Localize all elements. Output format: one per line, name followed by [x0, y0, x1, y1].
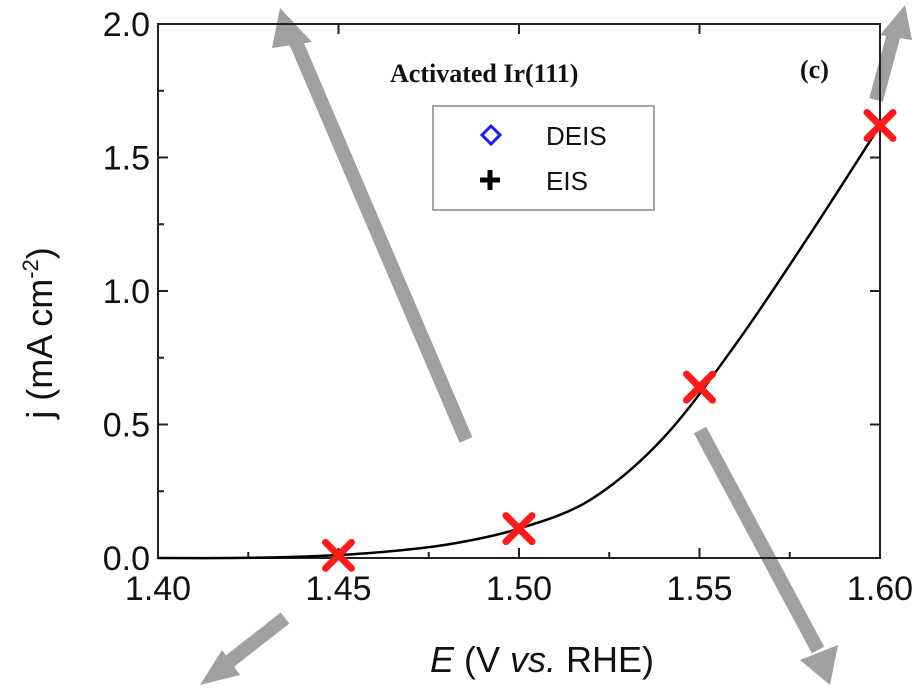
y-tick-label: 0.5 — [103, 407, 150, 445]
chart-title: Activated Ir(111) — [390, 59, 578, 88]
legend: DEIS EIS — [432, 105, 655, 211]
y-tick-label: 0.0 — [103, 540, 150, 578]
arrow-lower-left-head — [200, 650, 240, 685]
data-point-stroke-b — [502, 512, 536, 546]
data-point — [322, 538, 355, 572]
axis-ticks: 1.40 1.45 1.50 1.55 1.60 0.0 0.5 1.0 1.5 2.0 — [103, 6, 913, 608]
fit-curve — [157, 124, 882, 560]
legend-plus-icon — [480, 170, 500, 190]
x-axis-label-part: (V — [454, 639, 510, 680]
x-tick-label: 1.50 — [486, 570, 552, 608]
data-point-stroke-b — [863, 108, 897, 142]
y-tick-label: 1.5 — [103, 140, 150, 178]
y-tick-label: 2.0 — [103, 6, 150, 44]
arrow-upper-right — [869, 28, 902, 102]
x-axis-label-var: E — [430, 639, 455, 680]
panel-label: (c) — [800, 55, 829, 84]
arrow-lower-right-head — [800, 645, 838, 685]
arrow-upper-left — [288, 37, 473, 443]
overlay-arrows — [200, 5, 912, 685]
data-point-stroke-b — [322, 538, 355, 572]
data-point — [683, 370, 716, 404]
x-tick-label: 1.40 — [125, 570, 191, 608]
data-points — [322, 108, 897, 572]
arrow-lower-left — [220, 612, 290, 671]
data-point — [863, 108, 897, 142]
arrow-lower-right — [693, 426, 825, 654]
y-axis-label-close: ) — [19, 247, 60, 259]
legend-label-eis: EIS — [546, 166, 588, 196]
x-tick-label: 1.55 — [666, 570, 732, 608]
legend-diamond-icon — [479, 123, 503, 147]
x-axis-label-end: RHE) — [556, 639, 654, 680]
y-tick-label: 1.0 — [103, 273, 150, 311]
x-axis-label: E (V vs. RHE) — [430, 639, 654, 680]
legend-label-deis: DEIS — [546, 121, 607, 151]
x-tick-label: 1.60 — [847, 570, 913, 608]
x-tick-label: 1.45 — [305, 570, 371, 608]
data-point — [502, 512, 536, 546]
data-point-stroke-b — [683, 370, 716, 404]
arrow-upper-left-head — [272, 8, 312, 48]
arrow-upper-right-head — [880, 5, 912, 40]
y-axis-label-sup: -2 — [18, 259, 43, 279]
y-axis-label: j (mA cm-2) — [18, 247, 60, 420]
legend-box — [432, 105, 655, 211]
fit-curve-group — [157, 124, 882, 560]
x-axis-label-vs: vs. — [510, 639, 556, 680]
y-axis-label-main: j (mA cm — [19, 279, 60, 420]
